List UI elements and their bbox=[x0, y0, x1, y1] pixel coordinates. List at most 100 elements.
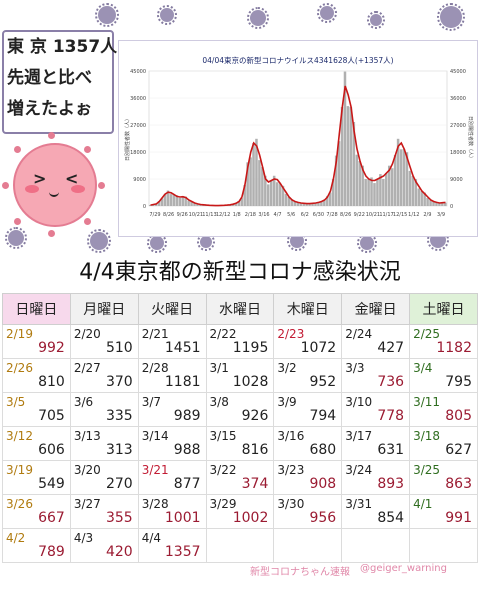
day-cell bbox=[205, 528, 275, 563]
bar bbox=[426, 197, 429, 206]
day-date: 2/25 bbox=[413, 327, 441, 341]
day-cases: 1195 bbox=[232, 340, 269, 356]
day-cases: 816 bbox=[241, 442, 269, 458]
day-cases: 1182 bbox=[436, 340, 472, 356]
virus-decoration-icon bbox=[87, 229, 111, 253]
bar bbox=[290, 199, 294, 206]
day-cell: 3/15 816 bbox=[205, 426, 275, 461]
table-row: 3/19 549 3/20 270 3/21 877 3/22 374 3/23 908 3/24 8… bbox=[2, 460, 478, 495]
bar bbox=[326, 195, 329, 206]
day-date: 3/14 bbox=[141, 429, 169, 443]
y-tick-label-right: 45000 bbox=[450, 69, 466, 75]
day-date: 4/4 bbox=[141, 531, 161, 545]
bar bbox=[337, 141, 341, 206]
day-cell: 3/3 736 bbox=[341, 358, 411, 393]
bar bbox=[255, 138, 258, 206]
bar bbox=[305, 203, 308, 206]
day-date: 3/5 bbox=[6, 395, 26, 409]
y-axis-label: 日別陽性者数（人） bbox=[124, 116, 131, 161]
day-date: 3/31 bbox=[345, 497, 373, 511]
day-cell bbox=[341, 528, 411, 563]
bar bbox=[399, 149, 403, 206]
day-cell: 3/27 355 bbox=[69, 494, 139, 529]
day-date: 2/24 bbox=[345, 327, 373, 341]
day-cases: 1072 bbox=[300, 340, 337, 356]
day-cases: 926 bbox=[241, 408, 269, 424]
bar bbox=[196, 204, 199, 206]
mascot-virus-icon: > < bbox=[0, 130, 110, 240]
day-date: 4/3 bbox=[73, 531, 94, 545]
bar bbox=[420, 191, 423, 206]
bar bbox=[287, 197, 291, 206]
virus-decoration-icon bbox=[157, 5, 177, 25]
day-date: 3/1 bbox=[209, 361, 229, 375]
day-date: 3/22 bbox=[209, 463, 237, 477]
bar bbox=[296, 202, 300, 206]
bar bbox=[441, 202, 444, 206]
x-tick-label: 10/21 bbox=[366, 212, 380, 218]
chart-title: 04/04東京の新型コロナウイルス4341628人(+1357人) bbox=[202, 55, 393, 65]
virus-decoration-icon bbox=[147, 233, 167, 253]
day-cell: 3/25 863 bbox=[409, 460, 478, 495]
day-cases: 420 bbox=[105, 544, 133, 560]
day-date: 3/4 bbox=[413, 361, 433, 375]
day-date: 2/21 bbox=[141, 327, 169, 341]
day-cell bbox=[273, 528, 343, 563]
y-tick-label-right: 27000 bbox=[450, 123, 466, 129]
bar bbox=[331, 179, 335, 206]
day-cell: 2/25 1182 bbox=[409, 324, 478, 359]
day-cell: 2/24 427 bbox=[341, 324, 411, 359]
bar bbox=[178, 197, 182, 206]
footer-brand: 新型コロナちゃん速報 bbox=[250, 567, 350, 578]
bar bbox=[432, 200, 435, 206]
bar bbox=[240, 197, 243, 206]
weekday-header: 水曜日 bbox=[205, 293, 275, 325]
day-cell: 4/4 1357 bbox=[137, 528, 207, 563]
day-cell bbox=[409, 528, 478, 563]
virus-decoration-icon bbox=[367, 11, 385, 29]
day-cases: 1181 bbox=[164, 374, 201, 390]
bar bbox=[302, 203, 305, 206]
y-tick-label-right: 0 bbox=[450, 204, 453, 210]
bar bbox=[166, 190, 170, 206]
bar bbox=[237, 200, 241, 206]
bar bbox=[172, 194, 176, 206]
day-cases: 427 bbox=[377, 340, 405, 356]
day-date: 3/20 bbox=[73, 463, 101, 477]
day-cases: 992 bbox=[38, 340, 65, 356]
bar bbox=[243, 185, 246, 206]
day-date: 3/21 bbox=[141, 463, 169, 477]
y-tick-label: 18000 bbox=[130, 150, 146, 156]
bar bbox=[149, 204, 152, 206]
speech-line: 東 京 1357人 bbox=[7, 37, 118, 57]
day-cell: 3/7 989 bbox=[137, 392, 207, 427]
day-cell: 2/19 992 bbox=[2, 324, 71, 359]
x-tick-label: 1/8 bbox=[233, 212, 241, 218]
x-tick-label: 11/13 bbox=[202, 212, 216, 218]
day-cases: 549 bbox=[38, 476, 65, 492]
day-date: 3/13 bbox=[73, 429, 101, 443]
virus-decoration-icon bbox=[357, 233, 377, 253]
bar bbox=[376, 179, 379, 206]
day-cell: 3/16 680 bbox=[273, 426, 343, 461]
x-tick-label: 7/29 bbox=[149, 212, 160, 218]
x-tick-label: 2/9 bbox=[423, 212, 431, 218]
day-cell: 3/13 313 bbox=[69, 426, 139, 461]
day-cell: 3/19 549 bbox=[2, 460, 71, 495]
day-date: 3/17 bbox=[345, 429, 373, 443]
y-tick-label: 27000 bbox=[130, 123, 146, 129]
bar bbox=[311, 203, 314, 206]
chart-panel: 04/04東京の新型コロナウイルス4341628人(+1357人) 0 0 9000 9… bbox=[118, 40, 478, 237]
y-tick-label-right: 9000 bbox=[450, 177, 463, 183]
bar bbox=[323, 200, 326, 206]
day-date: 2/28 bbox=[141, 361, 169, 375]
bar bbox=[157, 200, 161, 206]
day-cases: 335 bbox=[105, 408, 133, 424]
y-tick-label: 36000 bbox=[130, 96, 146, 102]
bar bbox=[328, 192, 332, 206]
bar bbox=[444, 202, 447, 206]
bar bbox=[231, 204, 235, 206]
bar bbox=[187, 200, 190, 206]
table-row: 2/19 992 2/20 510 2/21 1451 2/22 1195 2/23 1072 2/… bbox=[2, 324, 478, 359]
bar bbox=[373, 183, 376, 206]
